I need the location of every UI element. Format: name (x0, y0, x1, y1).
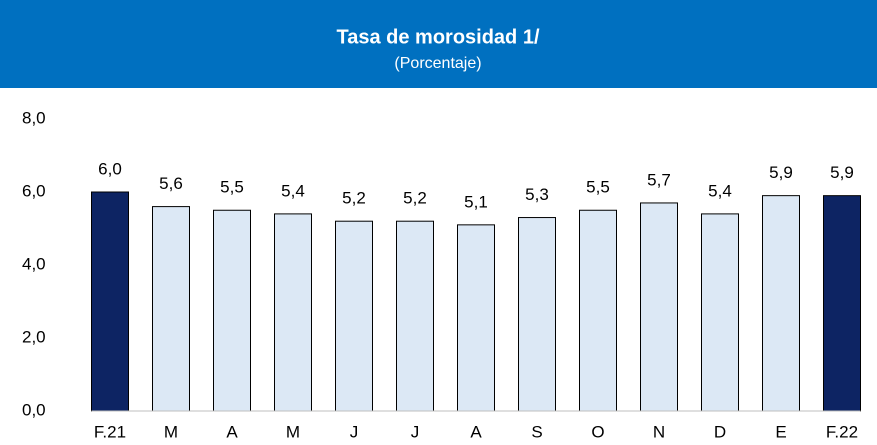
value-label: 5,6 (159, 174, 183, 193)
bar (91, 191, 129, 412)
value-label: 5,2 (342, 189, 366, 208)
bar (518, 217, 556, 412)
x-tick-label: N (653, 422, 665, 441)
x-tick-label: J (411, 422, 420, 441)
value-label: 5,9 (830, 163, 854, 182)
value-label: 5,5 (586, 178, 610, 197)
value-label: 5,2 (403, 189, 427, 208)
header-band (0, 0, 877, 88)
x-tick-label: M (164, 422, 178, 441)
y-tick-label: 2,0 (22, 327, 46, 346)
y-tick-label: 6,0 (22, 181, 46, 200)
value-label: 5,1 (464, 192, 488, 211)
value-label: 5,5 (220, 178, 244, 197)
value-label: 5,4 (708, 181, 732, 200)
bar (335, 220, 373, 412)
bar (152, 206, 190, 412)
bar (762, 195, 800, 412)
x-tick-label: F.22 (826, 422, 858, 441)
bar (457, 224, 495, 412)
value-label: 5,7 (647, 170, 671, 189)
bar (823, 195, 861, 412)
chart-subtitle: (Porcentaje) (394, 55, 481, 72)
y-tick-label: 8,0 (22, 108, 46, 127)
x-tick-label: S (531, 422, 542, 441)
bar (396, 220, 434, 412)
bar (701, 213, 739, 412)
chart-title: Tasa de morosidad 1/ (336, 26, 539, 48)
y-tick-label: 4,0 (22, 254, 46, 273)
y-tick-label: 0,0 (22, 400, 46, 419)
value-label: 5,3 (525, 185, 549, 204)
x-tick-label: A (226, 422, 238, 441)
x-tick-label: M (286, 422, 300, 441)
x-tick-label: J (350, 422, 359, 441)
value-label: 6,0 (98, 159, 122, 178)
bar (274, 213, 312, 412)
bar (213, 209, 251, 412)
x-tick-label: D (714, 422, 726, 441)
bar (640, 202, 678, 412)
x-tick-label: F.21 (94, 422, 126, 441)
x-tick-label: O (591, 422, 604, 441)
x-tick-label: E (775, 422, 786, 441)
bar (579, 209, 617, 412)
value-label: 5,9 (769, 163, 793, 182)
x-tick-label: A (470, 422, 482, 441)
value-label: 5,4 (281, 181, 305, 200)
